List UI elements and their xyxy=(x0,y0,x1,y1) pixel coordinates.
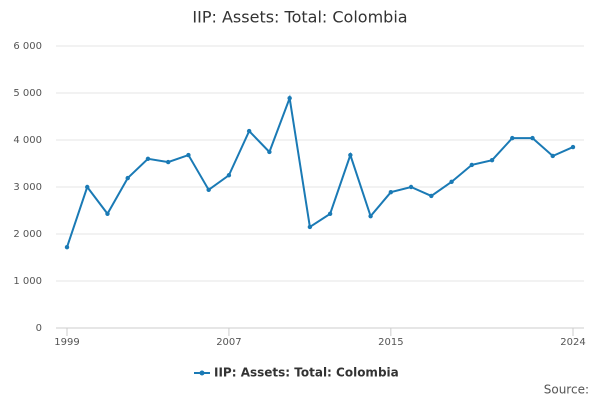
point xyxy=(246,128,252,134)
x-tick-label: 1999 xyxy=(54,337,79,348)
point xyxy=(105,211,110,216)
point xyxy=(307,224,313,230)
point xyxy=(327,211,333,216)
point xyxy=(469,162,474,168)
point xyxy=(550,153,555,159)
x-tick-label: 2007 xyxy=(216,337,241,348)
point xyxy=(348,152,353,158)
point xyxy=(85,184,90,190)
point xyxy=(267,149,272,155)
point xyxy=(570,144,576,150)
source: Source: xyxy=(544,383,589,397)
legend-label: IIP: Assets: Total: Colombia xyxy=(214,366,399,380)
y-tick-label: 1 000 xyxy=(13,276,42,287)
y-tick-label: 3 000 xyxy=(13,182,42,193)
chart-title: IIP: Assets: Total: Colombia xyxy=(192,8,407,27)
point xyxy=(186,152,191,158)
point xyxy=(166,159,171,165)
point xyxy=(206,187,211,193)
x-tick-label: 2024 xyxy=(560,337,585,348)
point xyxy=(226,173,232,178)
y-tick-label: 2 000 xyxy=(13,229,42,240)
point xyxy=(530,135,535,141)
point xyxy=(408,184,414,190)
y-tick-label: 6 000 xyxy=(13,41,42,52)
point xyxy=(449,179,454,185)
point xyxy=(388,189,394,195)
legend-marker xyxy=(199,370,205,376)
point xyxy=(429,193,434,199)
point xyxy=(145,156,151,161)
y-tick-label: 4 000 xyxy=(13,135,42,146)
line xyxy=(66,94,574,248)
point xyxy=(64,244,70,250)
y-tick-label: 0 xyxy=(36,323,42,334)
y-tick-label: 5 000 xyxy=(13,88,42,99)
point xyxy=(489,158,495,163)
point xyxy=(125,175,130,181)
point xyxy=(368,213,373,219)
x-tick-label: 2015 xyxy=(378,337,403,348)
point xyxy=(510,135,515,141)
point xyxy=(287,95,292,101)
